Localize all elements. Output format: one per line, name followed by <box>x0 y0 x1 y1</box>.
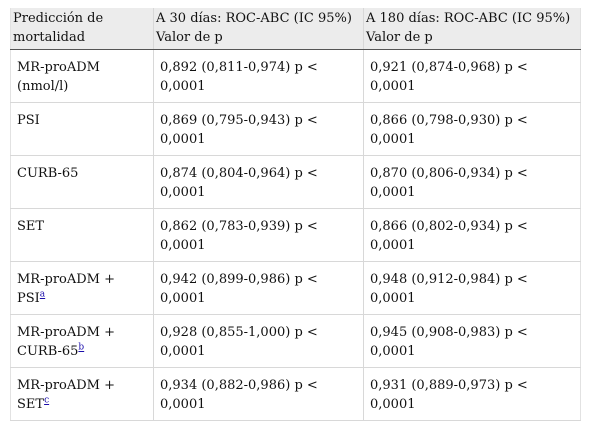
footnote-link[interactable]: a <box>39 289 46 300</box>
label-line: PSI <box>17 113 40 128</box>
cell-30-dias: 0,892 (0,811-0,974) p < 0,0001 <box>153 49 364 103</box>
value-line: 0,862 (0,783-0,939) p < <box>160 219 318 234</box>
header-30-dias: A 30 días: ROC-ABC (IC 95%) Valor de p <box>153 8 364 50</box>
cell-30-dias: 0,928 (0,855-1,000) p < 0,0001 <box>153 314 364 368</box>
value-line: 0,870 (0,806-0,934) p < 0,0001 <box>370 166 528 200</box>
label-line: MR-proADM + <box>17 272 116 287</box>
cell-30-dias: 0,874 (0,804-0,964) p < 0,0001 <box>153 155 364 209</box>
table-row: MR-proADM (nmol/l) 0,892 (0,811-0,974) p… <box>10 49 581 103</box>
cell-180-dias: 0,870 (0,806-0,934) p < 0,0001 <box>363 155 581 209</box>
row-label: SET <box>10 208 154 262</box>
cell-30-dias: 0,934 (0,882-0,986) p < 0,0001 <box>153 367 364 421</box>
table-row: MR-proADM + SETc 0,934 (0,882-0,986) p <… <box>10 367 581 421</box>
row-label: MR-proADM + CURB-65b <box>10 314 154 368</box>
cell-180-dias: 0,931 (0,889-0,973) p < 0,0001 <box>363 367 581 421</box>
value-line: 0,869 (0,795-0,943) p < <box>160 113 318 128</box>
value-line: 0,0001 <box>160 291 206 306</box>
cell-180-dias: 0,921 (0,874-0,968) p < 0,0001 <box>363 49 581 103</box>
value-line: 0,892 (0,811-0,974) p < <box>160 60 318 75</box>
header-line: Valor de p <box>366 30 433 45</box>
value-line: 0,945 (0,908-0,983) p < 0,0001 <box>370 325 528 359</box>
header-line: mortalidad <box>13 30 86 45</box>
table-row: MR-proADM + PSIa 0,942 (0,899-0,986) p <… <box>10 261 581 315</box>
cell-30-dias: 0,869 (0,795-0,943) p < 0,0001 <box>153 102 364 156</box>
value-line: 0,942 (0,899-0,986) p < <box>160 272 318 287</box>
value-line: 0,0001 <box>160 185 206 200</box>
value-line: 0,921 (0,874-0,968) p < 0,0001 <box>370 60 528 94</box>
page: Predicción de mortalidad A 30 días: ROC-… <box>10 8 581 421</box>
table-row: SET 0,862 (0,783-0,939) p < 0,0001 0,866… <box>10 208 581 262</box>
row-label: MR-proADM (nmol/l) <box>10 49 154 103</box>
label-line: CURB-65 <box>17 166 79 181</box>
header-line: Valor de p <box>156 30 223 45</box>
cell-30-dias: 0,942 (0,899-0,986) p < 0,0001 <box>153 261 364 315</box>
header-prediccion: Predicción de mortalidad <box>10 8 154 50</box>
value-line: 0,0001 <box>160 397 206 412</box>
value-line: 0,0001 <box>160 238 206 253</box>
label-line: SET <box>17 219 45 234</box>
row-label: CURB-65 <box>10 155 154 209</box>
value-line: 0,931 (0,889-0,973) p < 0,0001 <box>370 378 528 412</box>
value-line: 0,866 (0,798-0,930) p < 0,0001 <box>370 113 528 147</box>
label-line: PSI <box>17 291 40 306</box>
value-line: 0,0001 <box>160 344 206 359</box>
value-line: 0,0001 <box>160 79 206 94</box>
value-line: 0,928 (0,855-1,000) p < <box>160 325 318 340</box>
results-table: Predicción de mortalidad A 30 días: ROC-… <box>10 8 581 421</box>
cell-180-dias: 0,948 (0,912-0,984) p < 0,0001 <box>363 261 581 315</box>
row-label: PSI <box>10 102 154 156</box>
table-row: CURB-65 0,874 (0,804-0,964) p < 0,0001 0… <box>10 155 581 209</box>
value-line: 0,874 (0,804-0,964) p < <box>160 166 318 181</box>
cell-180-dias: 0,945 (0,908-0,983) p < 0,0001 <box>363 314 581 368</box>
cell-30-dias: 0,862 (0,783-0,939) p < 0,0001 <box>153 208 364 262</box>
value-line: 0,0001 <box>160 132 206 147</box>
label-line: CURB-65 <box>17 344 79 359</box>
header-line: A 30 días: ROC-ABC (IC 95%) <box>156 11 352 26</box>
header-line: Predicción de <box>13 11 104 26</box>
row-label: MR-proADM + SETc <box>10 367 154 421</box>
table-row: PSI 0,869 (0,795-0,943) p < 0,0001 0,866… <box>10 102 581 156</box>
table-row: MR-proADM + CURB-65b 0,928 (0,855-1,000)… <box>10 314 581 368</box>
label-line: (nmol/l) <box>17 79 69 94</box>
cell-180-dias: 0,866 (0,802-0,934) p < 0,0001 <box>363 208 581 262</box>
header-180-dias: A 180 días: ROC-ABC (IC 95%) Valor de p <box>363 8 581 50</box>
row-label: MR-proADM + PSIa <box>10 261 154 315</box>
label-line: MR-proADM + <box>17 378 116 393</box>
label-line: MR-proADM <box>17 60 100 75</box>
header-row: Predicción de mortalidad A 30 días: ROC-… <box>10 8 581 50</box>
footnote-link[interactable]: b <box>78 342 85 353</box>
value-line: 0,948 (0,912-0,984) p < 0,0001 <box>370 272 528 306</box>
footnote-link[interactable]: c <box>44 395 50 406</box>
value-line: 0,934 (0,882-0,986) p < <box>160 378 318 393</box>
header-line: A 180 días: ROC-ABC (IC 95%) <box>366 11 571 26</box>
label-line: SET <box>17 397 45 412</box>
cell-180-dias: 0,866 (0,798-0,930) p < 0,0001 <box>363 102 581 156</box>
label-line: MR-proADM + <box>17 325 116 340</box>
value-line: 0,866 (0,802-0,934) p < 0,0001 <box>370 219 528 253</box>
